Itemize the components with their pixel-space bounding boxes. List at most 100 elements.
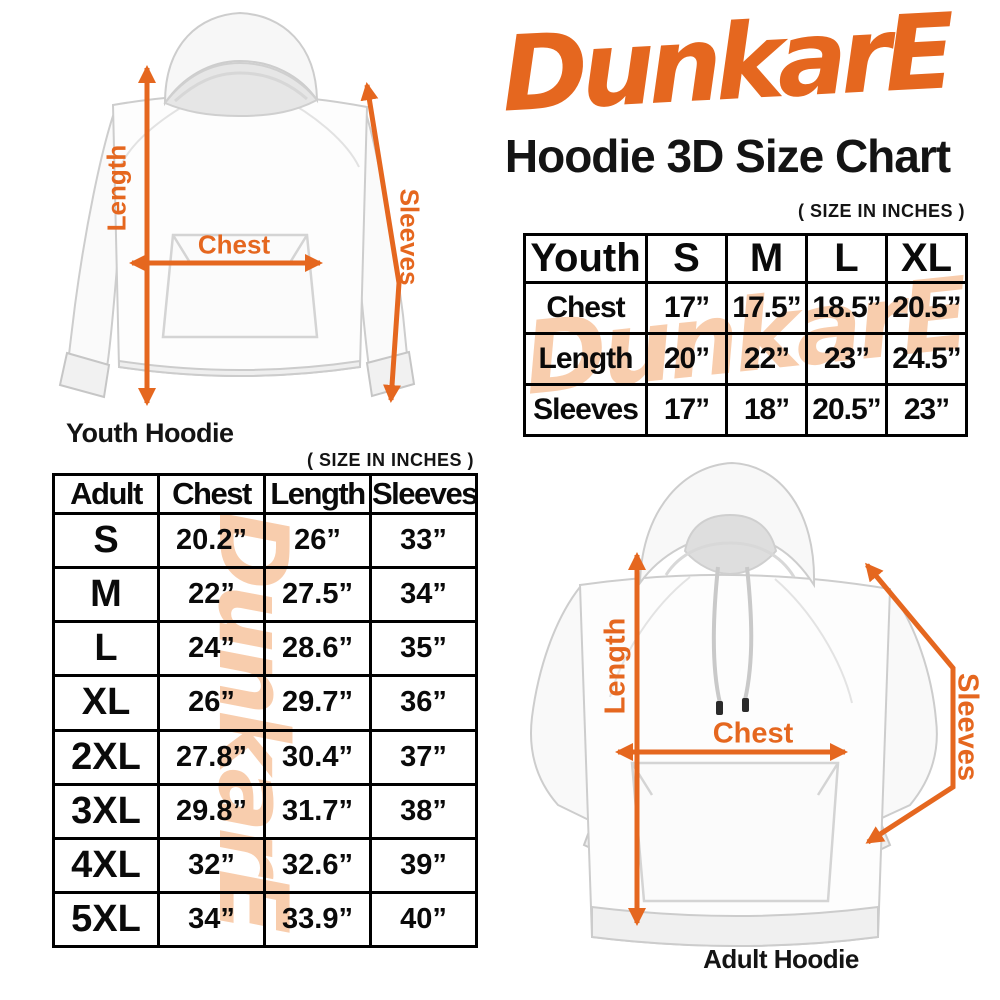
table-row: 5XL 34” 33.9” 40” [52, 890, 478, 949]
value-cell: 20.2” [157, 511, 266, 570]
adult-chest-label: Chest [712, 717, 794, 750]
row-label-cell: 5XL [52, 890, 160, 949]
youth-sleeves-label: Sleeves [394, 188, 425, 286]
adult-drawstring-aglet-right [742, 698, 749, 712]
value-cell: 39” [369, 836, 478, 894]
youth-sleeves-arrow [360, 82, 402, 403]
value-cell: 28.6” [263, 620, 372, 678]
adult-caption: Adult Hoodie [703, 944, 859, 974]
table-row: XL 26” 29.7” 36” [52, 674, 478, 732]
table-row: Chest 17” 17.5” 18.5” 20.5” [523, 281, 968, 335]
value-cell: 31.7” [263, 782, 372, 840]
adult-length-label: Length [599, 617, 632, 715]
table-row: L 24” 28.6” 35” [52, 620, 478, 678]
value-cell: 23” [805, 332, 888, 386]
value-cell: 29.7” [263, 674, 372, 732]
row-label-cell: 2XL [52, 728, 160, 786]
header-row: Adult Chest Length Sleeves [52, 473, 478, 515]
value-cell: 27.8” [157, 728, 266, 786]
header-cell: Length [263, 473, 372, 515]
youth-table-container: Youth S M L XL Chest 17” 17.5” 18.5” 20.5” Length 2… [523, 233, 968, 437]
header-cell: XL [885, 233, 968, 284]
header-row: Youth S M L XL [523, 233, 968, 284]
adult-size-note: ( SIZE IN INCHES ) [306, 450, 474, 470]
corner-header-cell: Adult [52, 473, 160, 515]
value-cell: 34” [369, 566, 478, 624]
adult-sleeves-label: Sleeves [951, 672, 984, 782]
value-cell: 40” [369, 890, 478, 949]
value-cell: 37” [369, 728, 478, 786]
youth-hood-opening [163, 61, 319, 118]
youth-size-note: ( SIZE IN INCHES ) [797, 201, 965, 221]
row-label-cell: XL [52, 674, 160, 732]
row-label-cell: 3XL [52, 782, 160, 840]
corner-header-cell: Youth [523, 233, 648, 284]
youth-hem [118, 359, 361, 377]
value-cell: 17” [645, 281, 728, 335]
adult-raglan-seam-right [774, 578, 853, 704]
value-cell: 26” [263, 511, 372, 570]
value-cell: 24” [157, 620, 266, 678]
page-title: Hoodie 3D Size Chart [504, 130, 951, 182]
row-label-cell: M [52, 566, 160, 624]
value-cell: 17.5” [725, 281, 808, 335]
value-cell: 22” [157, 566, 266, 624]
adult-hood-lining [664, 541, 796, 578]
youth-chest-label: Chest [197, 229, 271, 260]
value-cell: 18.5” [805, 281, 888, 335]
row-label-cell: Chest [523, 281, 648, 335]
adult-pocket-opening-right [816, 762, 840, 796]
adult-sleeves-arrow [865, 562, 956, 845]
adult-pocket [630, 761, 840, 903]
value-cell: 17” [645, 383, 728, 437]
value-cell: 26” [157, 674, 266, 732]
value-cell: 38” [369, 782, 478, 840]
row-label-cell: Sleeves [523, 383, 648, 437]
value-cell: 29.8” [157, 782, 266, 840]
youth-caption: Youth Hoodie [66, 418, 234, 448]
adult-drawstring-aglet-left [716, 701, 723, 715]
value-cell: 18” [725, 383, 808, 437]
header-cell: S [645, 233, 728, 284]
value-cell: 20” [645, 332, 728, 386]
header-cell: Sleeves [369, 473, 478, 515]
value-cell: 33” [369, 511, 478, 570]
value-cell: 24.5” [885, 332, 968, 386]
value-cell: 23” [885, 383, 968, 437]
value-cell: 32” [157, 836, 266, 894]
value-cell: 34” [157, 890, 266, 949]
table-row: M 22” 27.5” 34” [52, 566, 478, 624]
adult-table-container: Adult Chest Length Sleeves S 20.2” 26” 33” M 22” 2… [52, 473, 478, 949]
value-cell: 32.6” [263, 836, 372, 894]
row-label-cell: 4XL [52, 836, 160, 894]
table-row: S 20.2” 26” 33” [52, 511, 478, 570]
youth-left-cuff [58, 351, 111, 399]
adult-drawstring-left [711, 566, 722, 704]
adult-size-table: Adult Chest Length Sleeves S 20.2” 26” 33” M 22” 2… [52, 473, 478, 949]
value-cell: 36” [369, 674, 478, 732]
table-row: 3XL 29.8” 31.7” 38” [52, 782, 478, 840]
table-row: 2XL 27.8” 30.4” 37” [52, 728, 478, 786]
row-label-cell: L [52, 620, 160, 678]
header-cell: L [805, 233, 888, 284]
table-row: Length 20” 22” 23” 24.5” [523, 332, 968, 386]
youth-length-label: Length [101, 144, 132, 232]
youth-hood [163, 11, 319, 107]
value-cell: 20.5” [885, 281, 968, 335]
adult-hoodie-image [530, 461, 956, 947]
header-cell: M [725, 233, 808, 284]
adult-drawstring-right [743, 566, 754, 701]
youth-size-table: Youth S M L XL Chest 17” 17.5” 18.5” 20.5” Length 2… [523, 233, 968, 437]
value-cell: 22” [725, 332, 808, 386]
header-cell: Chest [157, 473, 266, 515]
value-cell: 27.5” [263, 566, 372, 624]
value-cell: 35” [369, 620, 478, 678]
row-label-cell: Length [523, 332, 648, 386]
brand-logo: DunkarE [498, 0, 952, 136]
value-cell: 33.9” [263, 890, 372, 949]
row-label-cell: S [52, 511, 160, 570]
youth-hood-lining [173, 71, 308, 103]
value-cell: 20.5” [805, 383, 888, 437]
value-cell: 30.4” [263, 728, 372, 786]
youth-hoodie-image [58, 11, 416, 406]
